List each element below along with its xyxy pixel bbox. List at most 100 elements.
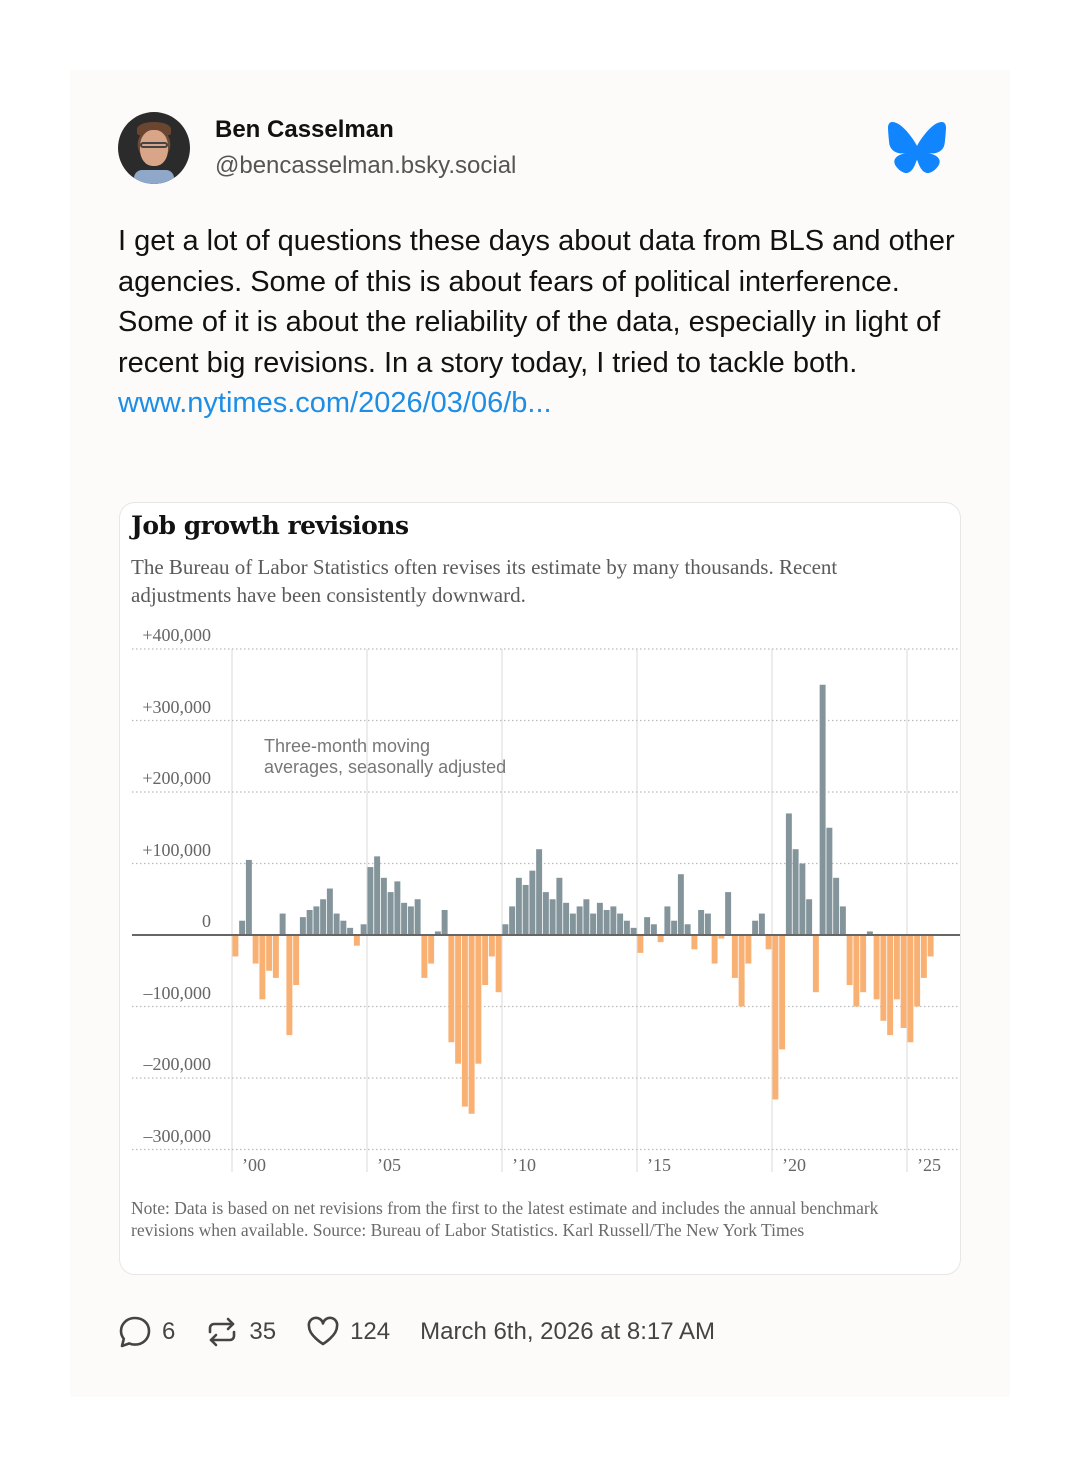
chart-bar (893, 935, 900, 1000)
avatar[interactable] (118, 112, 190, 184)
chart-bar (232, 935, 239, 957)
chart-bar (812, 935, 819, 993)
chart-bar (772, 935, 779, 1100)
chart-bar (353, 935, 360, 946)
chart-bar (347, 927, 354, 935)
chart-bar (650, 924, 657, 935)
annotation-line-1: Three-month moving (264, 736, 431, 756)
chart-bar (286, 935, 293, 1036)
author-name[interactable]: Ben Casselman (215, 116, 394, 143)
chart-bar (603, 909, 610, 935)
chart-bar (644, 917, 651, 935)
heart-icon (307, 1316, 339, 1346)
repost-button[interactable]: 35 (205, 1315, 276, 1349)
y-tick-label: –100,000 (143, 982, 212, 1003)
chart-bar (664, 906, 671, 935)
post-link[interactable]: www.nytimes.com/2026/03/06/b... (118, 387, 552, 419)
chart-bar (239, 920, 246, 935)
x-tick-label: ’10 (512, 1155, 536, 1175)
chart-bar (529, 870, 536, 935)
x-tick-label: ’00 (242, 1155, 266, 1175)
reply-count: 6 (162, 1318, 176, 1345)
author-handle[interactable]: @bencasselman.bsky.social (215, 152, 517, 179)
like-count: 124 (350, 1318, 391, 1345)
chart-bar (583, 899, 590, 935)
x-tick-label: ’25 (917, 1155, 941, 1175)
chart-bar (617, 913, 624, 935)
chart-bar (468, 935, 475, 1114)
chart-bar (758, 913, 765, 935)
chart-bar (623, 920, 630, 935)
chart-bar (745, 935, 752, 964)
post-body: I get a lot of questions these days abou… (118, 221, 978, 424)
chart-bar (387, 892, 394, 935)
post-timestamp[interactable]: March 6th, 2026 at 8:17 AM (420, 1318, 715, 1345)
repost-count: 35 (249, 1318, 277, 1345)
chart-bar (637, 935, 644, 953)
chart-bar (549, 899, 556, 935)
y-tick-label: 0 (202, 911, 211, 931)
chart-bar (657, 935, 664, 943)
chart-bar (380, 877, 387, 935)
chart-bar (610, 906, 617, 935)
chart-bar (482, 935, 489, 986)
annotation-line-2: averages, seasonally adjusted (264, 757, 507, 777)
chart-bar (927, 935, 934, 957)
y-tick-label: +100,000 (142, 839, 211, 860)
chart-bar (407, 906, 414, 935)
bluesky-butterfly-icon (888, 122, 946, 179)
chart-bar (880, 935, 887, 1021)
chart-bar (455, 935, 462, 1064)
chart-bar (245, 859, 252, 935)
chart-bar (833, 877, 840, 935)
chart-bar (576, 906, 583, 935)
reply-bubble-icon (119, 1316, 151, 1348)
post-footer: 6 35 124 March 6th, 2026 at 8:17 AM (118, 1312, 715, 1352)
y-tick-label: +400,000 (142, 625, 211, 645)
chart-bar (293, 935, 300, 986)
chart-bar (441, 909, 448, 935)
chart-bar (704, 913, 711, 935)
chart-bar (819, 684, 826, 935)
y-tick-label: +200,000 (142, 768, 211, 788)
chart-bar (495, 935, 502, 993)
chart-bar (826, 827, 833, 935)
chart-annotation: Three-month moving averages, seasonally … (264, 736, 506, 778)
chart-bar (320, 899, 327, 935)
chart-bar (475, 935, 482, 1064)
chart-bar (873, 935, 880, 1000)
repost-icon (209, 1317, 236, 1347)
chart-bar (671, 920, 678, 935)
chart-bar (907, 935, 914, 1043)
chart-bar (461, 935, 468, 1107)
chart-bar (448, 935, 455, 1043)
chart-bar (839, 906, 846, 935)
chart-bar (414, 899, 421, 935)
chart-bar (920, 935, 927, 978)
chart-bar (299, 917, 306, 935)
chart-bar (887, 935, 894, 1036)
chart-bar (914, 935, 921, 1007)
chart-bar (684, 924, 691, 935)
chart-bar (590, 913, 597, 935)
chart-bar (718, 935, 725, 939)
reply-button[interactable]: 6 (118, 1315, 175, 1349)
chart-bar (752, 920, 759, 935)
chart-bar (846, 935, 853, 986)
chart-bar (313, 906, 320, 935)
chart-bar (279, 913, 286, 935)
chart-note: Note: Data is based on net revisions fro… (131, 1198, 879, 1240)
post-text: I get a lot of questions these days abou… (118, 225, 955, 379)
like-button[interactable]: 124 (306, 1315, 390, 1349)
chart-bar (596, 902, 603, 935)
chart-subtitle: The Bureau of Labor Statistics often rev… (131, 555, 838, 607)
chart-bar (556, 877, 563, 935)
chart-bar (367, 867, 374, 935)
chart-bar (900, 935, 907, 1028)
chart-bar (569, 913, 576, 935)
chart-bar (428, 935, 435, 964)
x-tick-label: ’20 (782, 1155, 806, 1175)
chart-bar (630, 927, 637, 935)
chart-bar (394, 881, 401, 935)
